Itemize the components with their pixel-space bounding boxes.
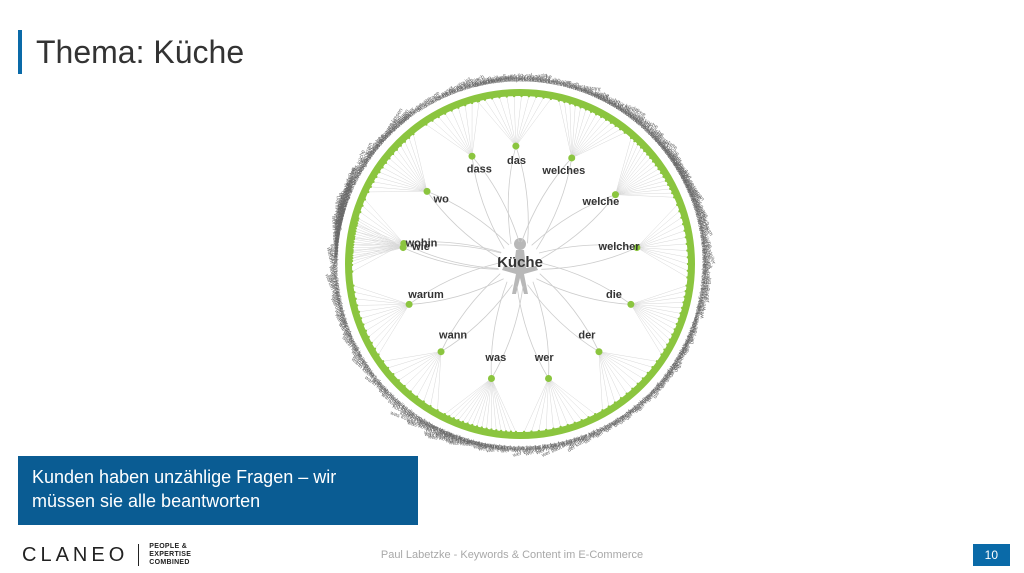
svg-text:wann: wann: [438, 329, 467, 341]
svg-text:warum: warum: [407, 289, 444, 301]
svg-text:die: die: [606, 289, 622, 301]
svg-text:Küche: Küche: [497, 254, 543, 271]
svg-text:welcher: welcher: [598, 241, 641, 253]
svg-text:was: was: [484, 352, 506, 364]
page-number: 10: [973, 544, 1010, 566]
slide: Thema: Küche Küchewohin küche entsorgenw…: [0, 0, 1024, 573]
svg-text:dass: dass: [467, 164, 492, 176]
svg-text:wo: wo: [433, 193, 450, 205]
svg-text:wer: wer: [534, 352, 555, 364]
logo-block: CLANEO PEOPLE & EXPERTISE COMBINED: [22, 543, 191, 566]
svg-text:das: das: [507, 155, 526, 167]
page-title: Thema: Küche: [36, 34, 244, 71]
caption-box: Kunden haben unzählige Fragen – wir müss…: [18, 456, 418, 525]
svg-text:der: der: [578, 329, 596, 341]
svg-text:wie: wie: [411, 241, 430, 253]
caption-text: Kunden haben unzählige Fragen – wir müss…: [32, 467, 336, 510]
answer-the-public-diagram: Küchewohin küche entsorgenwohin mit alte…: [260, 4, 780, 524]
footer-center-text: Paul Labetzke - Keywords & Content im E-…: [381, 549, 643, 561]
svg-text:welches: welches: [541, 165, 585, 177]
logo-divider: [138, 544, 139, 566]
footer: CLANEO PEOPLE & EXPERTISE COMBINED Paul …: [0, 537, 1024, 573]
logo-tagline: PEOPLE & EXPERTISE COMBINED: [149, 543, 191, 566]
logo-name: CLANEO: [22, 544, 128, 567]
title-bar: Thema: Küche: [18, 30, 244, 74]
title-accent: [18, 30, 22, 74]
svg-text:welche: welche: [582, 196, 620, 208]
